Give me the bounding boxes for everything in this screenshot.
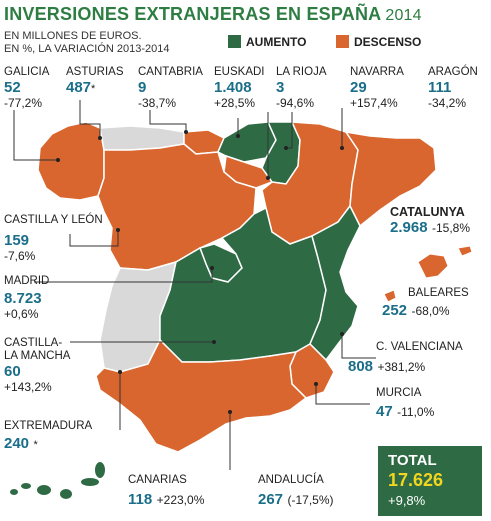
region-value: 240	[4, 435, 30, 452]
region-name: CANTABRIA	[138, 66, 203, 78]
region-change: -77,2%	[4, 96, 43, 110]
region-value: 487	[66, 79, 92, 96]
region-name: CANARIAS	[128, 474, 187, 486]
region-name: EXTREMADURA	[4, 420, 93, 432]
region-change: +0,6%	[4, 307, 39, 321]
total-label: TOTAL	[388, 452, 437, 469]
subtitle-variation: EN %, LA VARIACIÓN 2013-2014	[4, 43, 170, 55]
region-name: GALICIA	[4, 66, 50, 78]
region-valencia	[309, 204, 361, 362]
label-galicia: GALICIA 52 -77,2%	[4, 66, 49, 110]
region-name: LA RIOJA	[276, 66, 327, 78]
region-value: 60	[4, 363, 21, 380]
region-change: -15,8%	[432, 221, 471, 235]
region-name-line1: CASTILLA-	[4, 337, 63, 349]
label-madrid: MADRID 8.723 +0,6%	[4, 275, 49, 321]
region-change: -68,0%	[411, 304, 450, 318]
label-baleares: BALEARES	[408, 287, 469, 300]
label-baleares-values: 252 -68,0%	[382, 302, 450, 320]
label-cantabria: CANTABRIA 9 -38,7%	[138, 66, 203, 110]
region-baleares-mallorca	[417, 253, 449, 279]
label-cyl: CASTILLA Y LEÓN 159 -7,6%	[4, 214, 103, 263]
region-change: -38,7%	[138, 96, 177, 110]
region-name: NAVARRA	[350, 66, 404, 78]
region-change: +157,4%	[350, 96, 398, 110]
total-box	[378, 446, 482, 516]
region-change: -34,2%	[428, 96, 467, 110]
total-value: 17.626	[388, 470, 444, 490]
region-andalucia	[95, 338, 308, 453]
label-extremadura: EXTREMADURA 240 *	[4, 420, 92, 453]
region-value: 1.408	[214, 79, 252, 96]
region-value: 3	[276, 79, 285, 96]
region-change: +143,2%	[4, 380, 52, 394]
title-year: 2014	[385, 7, 422, 24]
label-andalucia: ANDALUCÍA 267 (-17,5%)	[258, 474, 334, 509]
region-name-line2: LA MANCHA	[4, 350, 71, 362]
region-value: 8.723	[4, 290, 42, 307]
region-change: +381,2%	[377, 360, 426, 374]
label-asturias: ASTURIAS 487*	[66, 66, 124, 97]
label-clm: CASTILLA- LA MANCHA 60 +143,2%	[4, 337, 70, 394]
region-value: 159	[4, 232, 30, 249]
region-value: 111	[428, 79, 452, 96]
region-change: -11,0%	[397, 405, 435, 419]
region-change: -94,6%	[276, 96, 315, 110]
region-value: 9	[138, 79, 147, 96]
region-name: C. VALENCIANA	[376, 341, 463, 353]
region-baleares-menorca	[457, 245, 473, 257]
region-baleares-ibiza	[383, 289, 397, 303]
chart-title: INVERSIONES EXTRANJERAS EN ESPAÑA 2014	[4, 4, 422, 24]
region-name: ARAGÓN	[428, 66, 478, 78]
label-euskadi: EUSKADI 1.408 +28,5%	[214, 66, 265, 110]
region-name: CASTILLA Y LEÓN	[4, 214, 103, 226]
label-rioja: LA RIOJA 3 -94,6%	[276, 66, 327, 110]
region-change: (-17,5%)	[287, 493, 334, 507]
region-name: MURCIA	[376, 387, 422, 399]
region-value: 118	[128, 491, 153, 508]
total-change: +9,8%	[388, 493, 426, 508]
region-name: ASTURIAS	[66, 66, 124, 78]
legend-increase-label: AUMENTO	[246, 35, 307, 49]
region-value: 29	[350, 79, 367, 96]
label-navarra: NAVARRA 29 +157,4%	[350, 66, 404, 110]
region-value: 252	[382, 302, 408, 319]
region-value: 808	[348, 358, 374, 375]
legend-increase-swatch	[228, 35, 241, 48]
label-valencia-values: 808 +381,2%	[348, 358, 425, 376]
region-name: CATALUNYA	[390, 205, 465, 219]
region-value: 2.968	[390, 219, 428, 236]
region-name: BALEARES	[408, 287, 469, 299]
label-aragon: ARAGÓN 111 -34,2%	[428, 66, 478, 110]
legend-decrease-swatch	[336, 35, 349, 48]
leader-lines	[13, 100, 376, 470]
region-note: *	[33, 439, 38, 451]
label-valencia: C. VALENCIANA	[376, 341, 463, 354]
legend-decrease-label: DESCENSO	[354, 35, 422, 49]
region-value: 47	[376, 403, 393, 420]
label-canarias: CANARIAS 118 +223,0%	[128, 474, 204, 509]
region-change: +223,0%	[156, 493, 205, 507]
region-name: EUSKADI	[214, 66, 265, 78]
region-value: 267	[258, 491, 284, 508]
region-name: MADRID	[4, 275, 50, 287]
label-murcia-values: 47 -11,0%	[376, 403, 434, 421]
subtitle-units: EN MILLONES DE EUROS.	[4, 30, 142, 42]
label-murcia: MURCIA	[376, 387, 421, 400]
region-catalunya	[344, 130, 437, 228]
region-canarias	[10, 462, 105, 499]
region-name: ANDALUCÍA	[258, 474, 324, 486]
label-catalunya: CATALUNYA 2.968 -15,8%	[390, 206, 470, 237]
region-note: *	[91, 83, 96, 95]
region-change: +28,5%	[214, 96, 256, 110]
region-value: 52	[4, 79, 21, 96]
region-galicia	[37, 121, 105, 201]
region-change: -7,6%	[4, 249, 36, 263]
